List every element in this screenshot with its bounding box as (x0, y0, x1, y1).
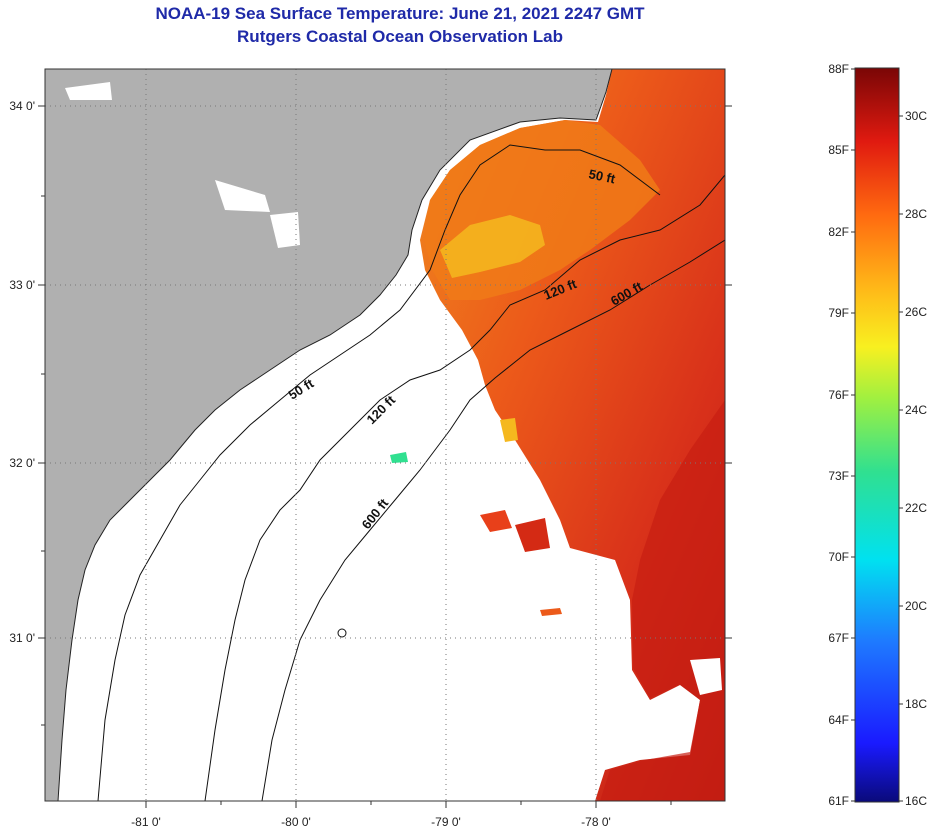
map-panel (45, 69, 725, 801)
colorbar-c-label: 22C (905, 501, 927, 515)
seamount-contour (337, 628, 347, 638)
colorbar-c-label: 16C (905, 794, 927, 808)
sst-fragment (515, 518, 550, 552)
colorbar-f-label: 85F (828, 143, 849, 157)
colorbar-f-label: 82F (828, 225, 849, 239)
cloud-patch (690, 658, 722, 695)
lat-label: 33 0' (9, 278, 35, 292)
colorbar-ticks (851, 68, 903, 802)
sst-fragment (540, 608, 562, 616)
sst-cool-patch (440, 215, 545, 278)
graticule (45, 69, 725, 801)
sst-fragment (480, 510, 512, 532)
lat-label: 32 0' (9, 456, 35, 470)
cloud-patch (65, 82, 112, 100)
sst-hot-region (600, 400, 725, 801)
isobath-600ft (261, 239, 725, 801)
map-frame (44, 68, 726, 802)
colorbar-f-label: 64F (828, 713, 849, 727)
map-subtitle: Rutgers Coastal Ocean Observation Lab (237, 27, 563, 46)
colorbar-f-label: 61F (828, 794, 849, 808)
land-area (45, 69, 612, 801)
lat-label: 34 0' (9, 99, 35, 113)
axis-ticks (38, 105, 732, 808)
isobath-50ft (97, 144, 661, 801)
colorbar (854, 67, 900, 803)
colorbar-c-label: 30C (905, 109, 927, 123)
colorbar-c-label: 20C (905, 599, 927, 613)
cloud-patch (215, 180, 270, 212)
contour-label: 50 ft (587, 166, 617, 186)
isobath-120ft (204, 174, 725, 801)
lon-label: -79 0' (431, 815, 461, 829)
colorbar-c-label: 18C (905, 697, 927, 711)
colorbar-f-label: 67F (828, 631, 849, 645)
colorbar-c-label: 26C (905, 305, 927, 319)
colorbar-c-label: 24C (905, 403, 927, 417)
lon-label: -81 0' (131, 815, 161, 829)
map-title: NOAA-19 Sea Surface Temperature: June 21… (155, 4, 645, 23)
sst-fragment (390, 452, 408, 463)
lon-label: -80 0' (281, 815, 311, 829)
colorbar-f-label: 70F (828, 550, 849, 564)
colorbar-f-label: 79F (828, 306, 849, 320)
lon-label: -78 0' (581, 815, 611, 829)
lat-label: 31 0' (9, 631, 35, 645)
colorbar-c-label: 28C (905, 207, 927, 221)
colorbar-f-label: 73F (828, 469, 849, 483)
sst-fragment (500, 418, 518, 442)
cloud-patch (270, 212, 300, 248)
colorbar-f-label: 88F (828, 62, 849, 76)
coastline (57, 69, 613, 801)
colorbar-f-label: 76F (828, 388, 849, 402)
